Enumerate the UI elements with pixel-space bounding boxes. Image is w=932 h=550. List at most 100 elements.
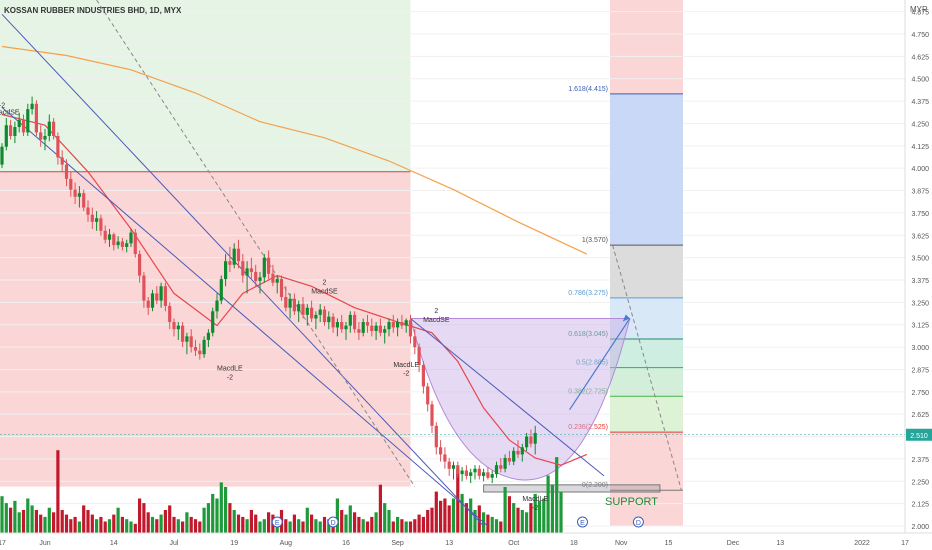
volume-bar xyxy=(396,516,400,533)
fibonacci-layer: 1.618(4.415) 1(3.570) 0.786(3.275) 0.618(3.… xyxy=(409,86,683,493)
price-tick-label: 4.125 xyxy=(911,144,929,151)
candle-body xyxy=(370,325,374,331)
fib-level-label: 1.618(4.415) xyxy=(568,86,608,93)
event-marker-label: D xyxy=(636,520,641,527)
ma20-line xyxy=(1,113,588,466)
candle-body xyxy=(163,286,167,306)
candle-body xyxy=(520,447,524,455)
candle-body xyxy=(507,458,511,462)
symbol-title: KOSSAN RUBBER INDUSTRIES BHD, 1D, MYX xyxy=(4,6,182,15)
volume-bar xyxy=(305,507,309,533)
event-marker xyxy=(327,516,339,528)
volume-bar xyxy=(314,519,318,533)
candle-body xyxy=(193,347,198,351)
time-tick-label: 17 xyxy=(0,540,6,547)
candle-body xyxy=(245,268,249,276)
volume-bar xyxy=(374,512,378,533)
candle-body xyxy=(99,218,103,231)
candle-body xyxy=(21,119,26,133)
event-marker xyxy=(577,516,588,528)
price-tick-label: 4.500 xyxy=(911,77,929,84)
fib-level-label: 0(2.200) xyxy=(582,482,608,489)
candle-body xyxy=(202,339,206,355)
price-tick-label: 2.125 xyxy=(911,502,929,509)
event-marker-label: D xyxy=(331,520,336,527)
volume-bar xyxy=(64,514,69,533)
price-tick-label: 2.375 xyxy=(911,457,929,464)
trend-line xyxy=(96,0,416,487)
volume-bar xyxy=(417,514,421,533)
candle-body xyxy=(443,454,447,462)
volume-bar xyxy=(172,516,176,533)
price-tick-label: 2.625 xyxy=(911,412,929,419)
volume-bar xyxy=(211,493,215,533)
candle-body xyxy=(219,279,223,301)
volume-bar xyxy=(262,519,266,533)
price-tick-label: 4.000 xyxy=(911,166,929,173)
event-marker-label: E xyxy=(580,520,585,527)
candle-body xyxy=(206,332,210,340)
cup-pattern xyxy=(409,317,631,481)
volume-bar xyxy=(30,505,34,533)
candle-body xyxy=(271,273,275,283)
volume-bar xyxy=(525,512,529,533)
fib-band xyxy=(610,432,683,491)
candle-body xyxy=(60,157,64,165)
candle-body xyxy=(374,325,378,331)
volume-bar xyxy=(439,500,443,533)
volume-bar xyxy=(365,521,370,533)
candle-body xyxy=(486,472,490,478)
candle-body xyxy=(215,300,219,312)
fib-band xyxy=(610,339,683,368)
volume-bar xyxy=(245,519,249,533)
volume-bar xyxy=(387,510,391,533)
candle-body xyxy=(275,279,279,283)
trend-line xyxy=(612,244,682,491)
fib-level-label: 0.786(3.275) xyxy=(568,290,608,297)
candle-body xyxy=(322,309,327,323)
time-tick-label: Aug xyxy=(280,540,293,547)
price-tick-label: 3.875 xyxy=(911,189,929,196)
signal-label: 2 xyxy=(434,308,438,315)
candle-body xyxy=(198,350,202,355)
candle-body xyxy=(525,436,529,448)
volume-bar xyxy=(193,519,198,533)
candle-body xyxy=(211,311,215,333)
volume-bar xyxy=(559,491,563,533)
candle-body xyxy=(73,189,77,197)
candle-body xyxy=(279,279,284,297)
candle-body xyxy=(86,207,90,215)
volume-bar xyxy=(344,514,348,533)
grid-layer xyxy=(0,11,905,527)
candle-body xyxy=(159,286,163,301)
candle-body xyxy=(125,243,129,247)
candle-body xyxy=(138,254,142,276)
volume-bar xyxy=(318,521,322,533)
candle-body xyxy=(56,135,60,158)
candles-layer xyxy=(0,96,537,484)
signal-label: MacdSE xyxy=(311,288,338,295)
volume-bar xyxy=(443,498,447,533)
candle-body xyxy=(116,241,120,246)
trend-line xyxy=(410,318,605,477)
event-marker xyxy=(271,516,283,528)
event-marker xyxy=(632,516,644,528)
candle-body xyxy=(335,322,339,328)
signal-label: MacdSE xyxy=(423,317,450,324)
candle-body xyxy=(112,234,116,246)
candle-body xyxy=(142,275,146,301)
time-tick-label: 14 xyxy=(110,540,118,547)
volume-bar xyxy=(13,500,17,533)
candle-body xyxy=(185,336,189,342)
fib-level-label: 0.382(2.725) xyxy=(568,388,608,395)
candle-body xyxy=(4,125,8,147)
candle-body xyxy=(400,322,404,326)
time-tick-label: Oct xyxy=(508,540,519,547)
volume-bar xyxy=(202,507,206,533)
volume-bar xyxy=(206,503,210,533)
price-tick-label: 3.000 xyxy=(911,345,929,352)
candle-body xyxy=(288,298,292,308)
candle-body xyxy=(34,103,38,133)
time-tick-label: Sep xyxy=(391,540,404,547)
